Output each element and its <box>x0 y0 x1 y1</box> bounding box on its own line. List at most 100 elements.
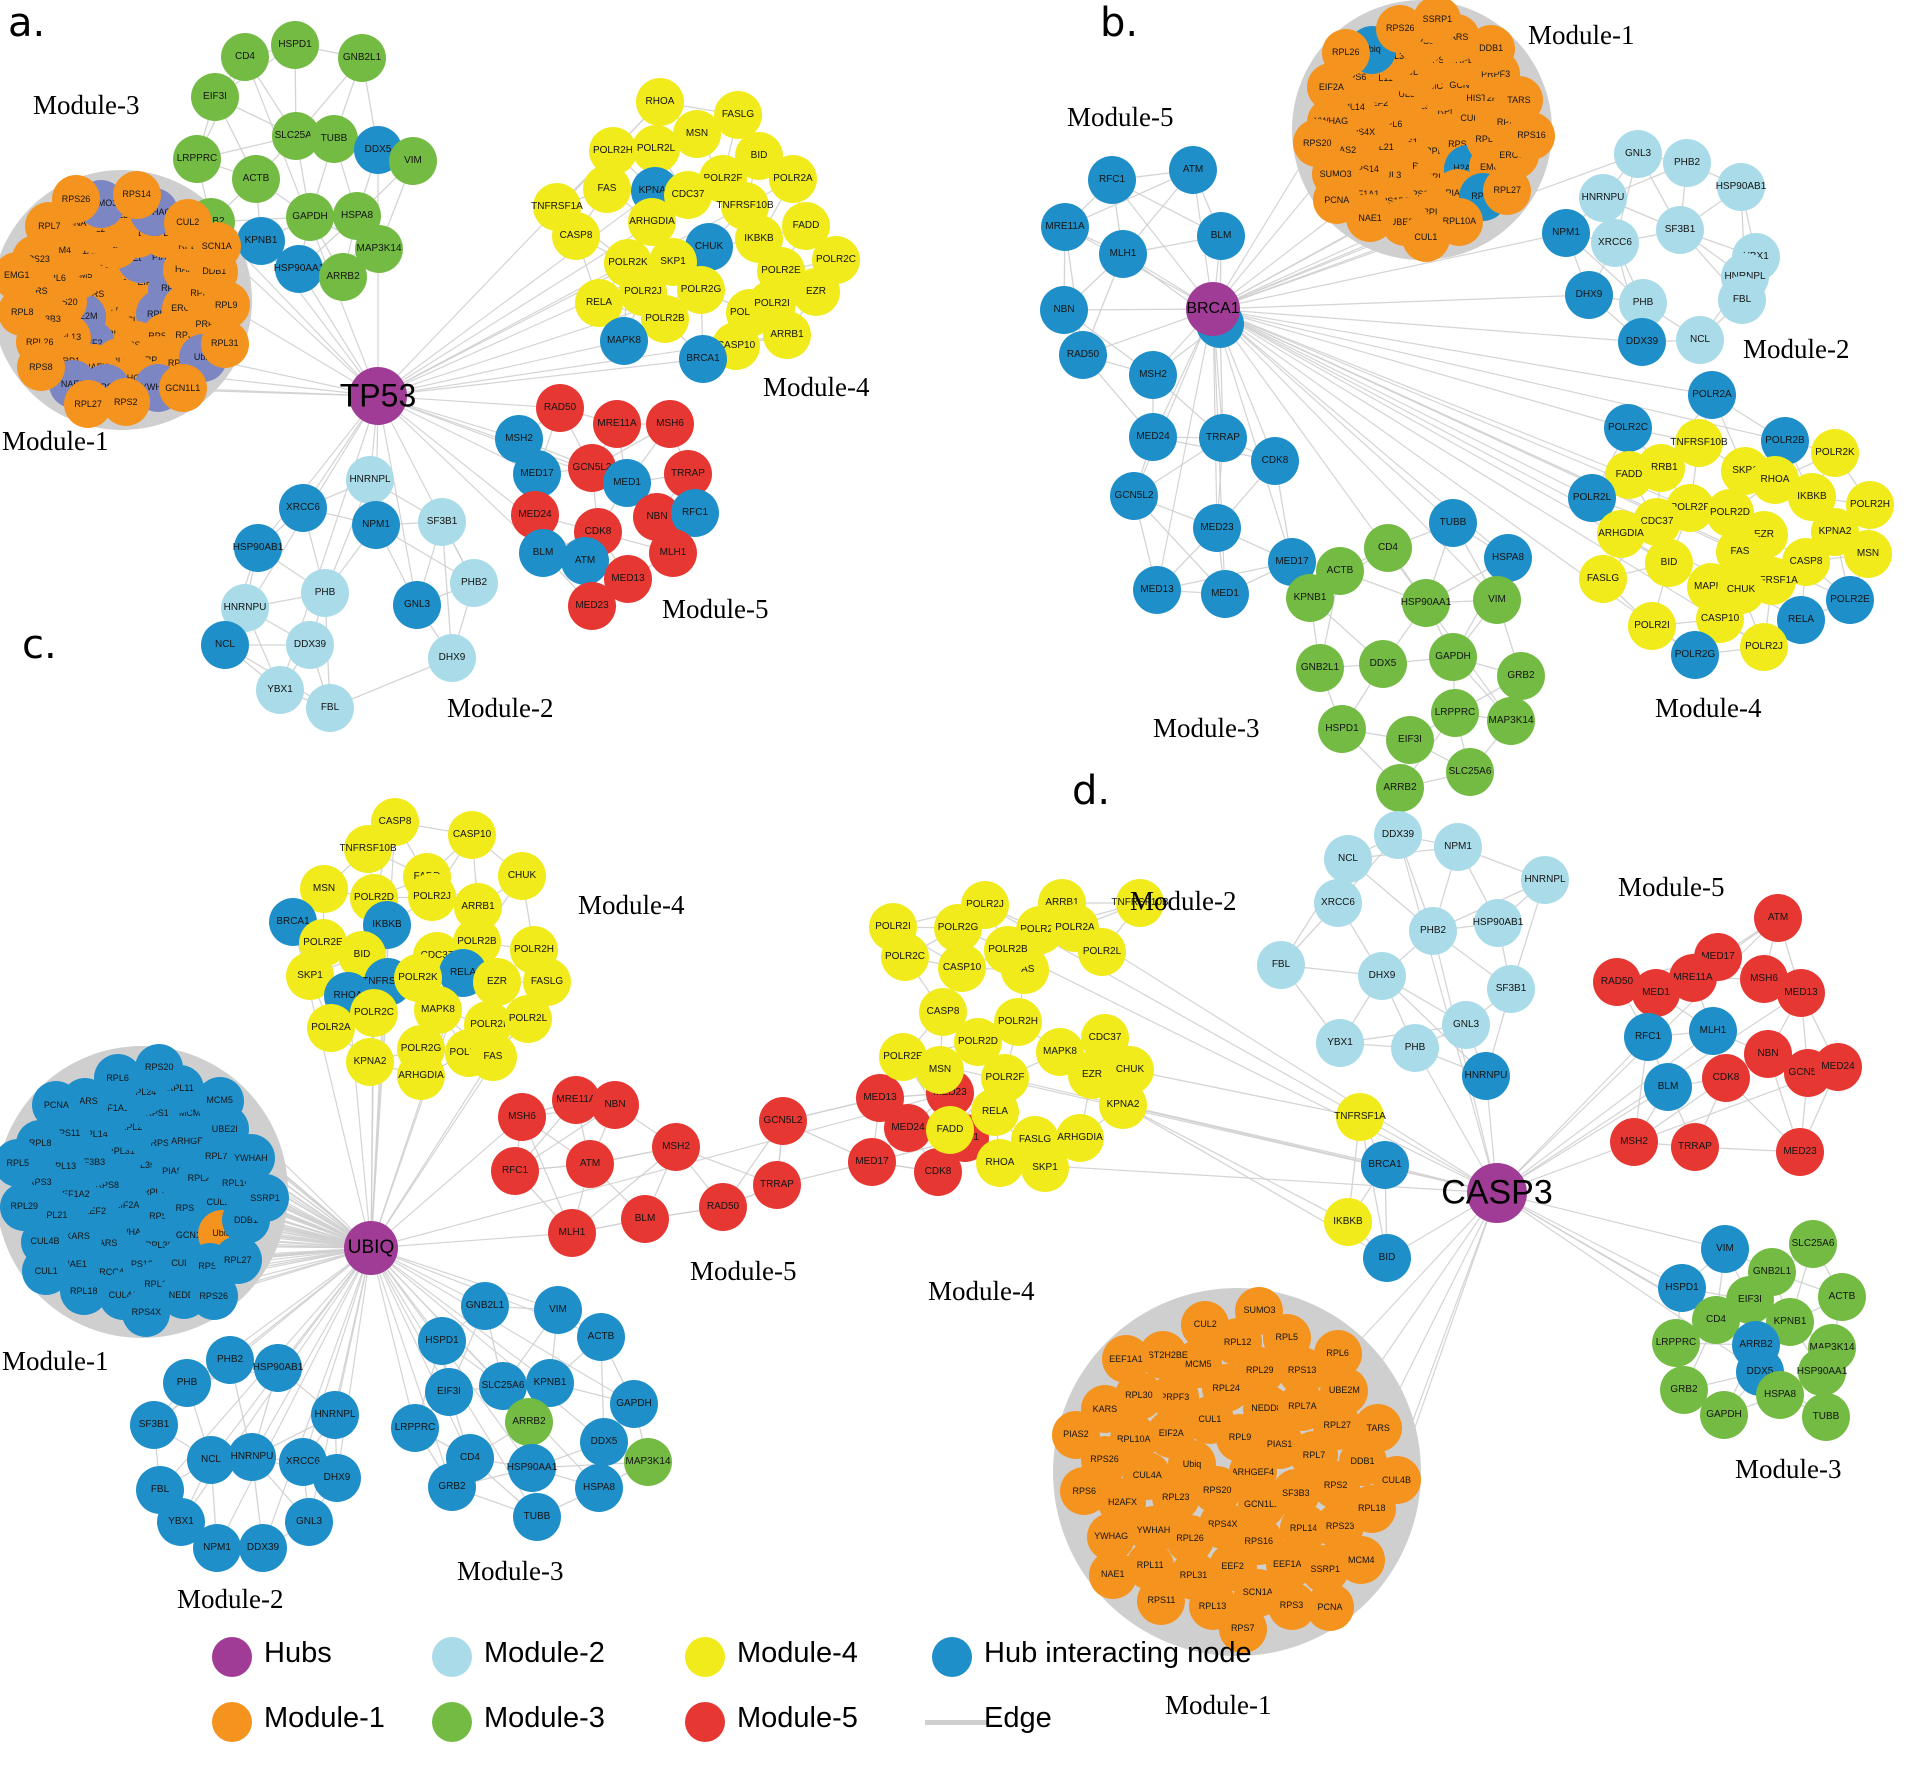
hub-node-ubiq <box>344 1221 398 1275</box>
node-eif3i: EIF3I <box>425 1368 473 1416</box>
node-rela: RELA <box>971 1088 1019 1136</box>
panel-letter-b: b. <box>1100 0 1139 46</box>
node-pcna: PCNA <box>1305 1583 1354 1632</box>
hub-label-tp53: TP53 <box>339 377 417 414</box>
module-label-module-4-panel-d: Module-4 <box>928 1276 1035 1306</box>
node-polr2a: POLR2A <box>769 155 817 203</box>
module-label-module-3-panel-d: Module-3 <box>1735 1454 1842 1484</box>
node-pias2: PIAS2 <box>1051 1410 1100 1459</box>
node-ddx5: DDX5 <box>580 1418 628 1466</box>
node-rfc1: RFC1 <box>1624 1013 1672 1061</box>
node-gcn5l2: GCN5L2 <box>1110 472 1158 520</box>
node-tnfrsf10b: TNFRSF10B <box>1670 419 1728 467</box>
node-cul1: CUL1 <box>1401 213 1450 262</box>
node-med1: MED1 <box>1201 570 1249 618</box>
node-med17: MED17 <box>848 1138 896 1186</box>
node-gnb2l1: GNB2L1 <box>338 34 386 82</box>
node-rfc1: RFC1 <box>491 1147 539 1195</box>
node-trrap: TRRAP <box>753 1161 801 1209</box>
node-tnfrsf1a: TNFRSF1A <box>1334 1093 1386 1141</box>
node-polr2j: POLR2J <box>1740 623 1788 671</box>
node-rps26: RPS26 <box>52 175 101 224</box>
node-rpl18: RPL18 <box>1347 1484 1396 1533</box>
node-atm: ATM <box>1754 894 1802 942</box>
node-arrb2: ARRB2 <box>319 253 367 301</box>
node-phb2: PHB2 <box>1663 139 1711 187</box>
node-rpl6: RPL6 <box>1313 1329 1362 1378</box>
node-med23: MED23 <box>1193 504 1241 552</box>
node-ezr: EZR <box>792 268 840 316</box>
node-blm: BLM <box>519 529 567 577</box>
node-atm: ATM <box>561 537 609 585</box>
node-mcm5: MCM5 <box>195 1076 244 1125</box>
node-npm1: NPM1 <box>1542 209 1590 257</box>
node-msh2: MSH2 <box>1129 351 1177 399</box>
node-hnrnpu: HNRNPU <box>228 1433 276 1481</box>
node-med13: MED13 <box>1133 566 1181 614</box>
node-casp8: CASP8 <box>552 212 600 260</box>
node-bid: BID <box>1363 1234 1411 1282</box>
module-label-module-1-panel-c: Module-1 <box>2 1346 109 1376</box>
node-mlh1: MLH1 <box>1689 1007 1737 1055</box>
node-eef1a1: EEF1A1 <box>1101 1335 1150 1384</box>
node-faslg: FASLG <box>1579 555 1627 603</box>
node-tubb: TUBB <box>1429 499 1477 547</box>
node-med24: MED24 <box>884 1104 932 1152</box>
module-label-module-5-panel-a: Module-5 <box>662 594 769 624</box>
node-rps11: RPS11 <box>1137 1576 1186 1625</box>
node-xrcc6: XRCC6 <box>1314 879 1362 927</box>
node-dhx9: DHX9 <box>428 634 476 682</box>
hub-label-brca1: BRCA1 <box>1186 300 1240 317</box>
node-tnfrsf10b: TNFRSF10B <box>1111 879 1169 927</box>
node-mlh1: MLH1 <box>1099 230 1147 278</box>
legend-swatch-module-1 <box>212 1702 252 1742</box>
node-hspd1: HSPD1 <box>418 1317 466 1365</box>
node-brca1: BRCA1 <box>679 335 727 383</box>
node-ybx1: YBX1 <box>1316 1019 1364 1067</box>
node-ikbkb: IKBKB <box>1324 1198 1372 1246</box>
node-nbn: NBN <box>591 1081 639 1129</box>
node-kpna2: KPNA2 <box>346 1038 394 1086</box>
legend-swatch-module-4 <box>685 1637 725 1677</box>
node-sumo3: SUMO3 <box>1235 1286 1284 1335</box>
node-msn: MSN <box>1844 530 1892 578</box>
legend-label-edge: Edge <box>984 1702 1052 1734</box>
node-gapdh: GAPDH <box>1700 1391 1748 1439</box>
node-polr2b: POLR2B <box>641 295 689 343</box>
node-arrb1: ARRB1 <box>763 311 811 359</box>
node-rad50: RAD50 <box>699 1183 747 1231</box>
node-ncl: NCL <box>1676 316 1724 364</box>
node-nbn: NBN <box>1040 286 1088 334</box>
node-slc25a6: SLC25A6 <box>1446 748 1494 796</box>
node-cd4: CD4 <box>221 33 269 81</box>
node-med24: MED24 <box>1814 1043 1862 1091</box>
node-rhoa: RHOA <box>976 1139 1024 1187</box>
node-gapdh: GAPDH <box>286 193 334 241</box>
hub-node-brca1 <box>1186 282 1240 336</box>
node-rps20: RPS20 <box>135 1043 184 1092</box>
node-rad50: RAD50 <box>536 384 584 432</box>
node-lrpprc: LRPPRC <box>1431 689 1479 737</box>
node-actb: ACTB <box>1818 1273 1866 1321</box>
node-cdk8: CDK8 <box>1702 1054 1750 1102</box>
node-polr2a: POLR2A <box>307 1004 355 1052</box>
node-cdk8: CDK8 <box>914 1148 962 1196</box>
node-phb2: PHB2 <box>450 559 498 607</box>
node-mlh1: MLH1 <box>649 529 697 577</box>
module-label-module-1-panel-d: Module-1 <box>1165 1690 1272 1720</box>
node-atm: ATM <box>1169 146 1217 194</box>
node-hspa8: HSPA8 <box>575 1464 623 1512</box>
node-hnrnpu: HNRNPU <box>1579 174 1627 222</box>
node-slc25a6: SLC25A6 <box>1789 1220 1837 1268</box>
node-polr2c: POLR2C <box>881 933 929 981</box>
node-sf3b1: SF3B1 <box>130 1401 178 1449</box>
legend-swatch-module-2 <box>432 1637 472 1677</box>
node-ddx39: DDX39 <box>239 1524 287 1572</box>
node-polr2g: POLR2G <box>934 904 982 952</box>
node-polr2l: POLR2L <box>504 995 552 1043</box>
module-label-module-4-panel-c: Module-4 <box>578 890 685 920</box>
node-lrpprc: LRPPRC <box>1652 1319 1700 1367</box>
node-hnrnpl: HNRNPL <box>346 456 394 504</box>
legend-swatch-hub-interacting-node <box>932 1637 972 1677</box>
hub-label-ubiq: UBIQ <box>347 1237 395 1258</box>
